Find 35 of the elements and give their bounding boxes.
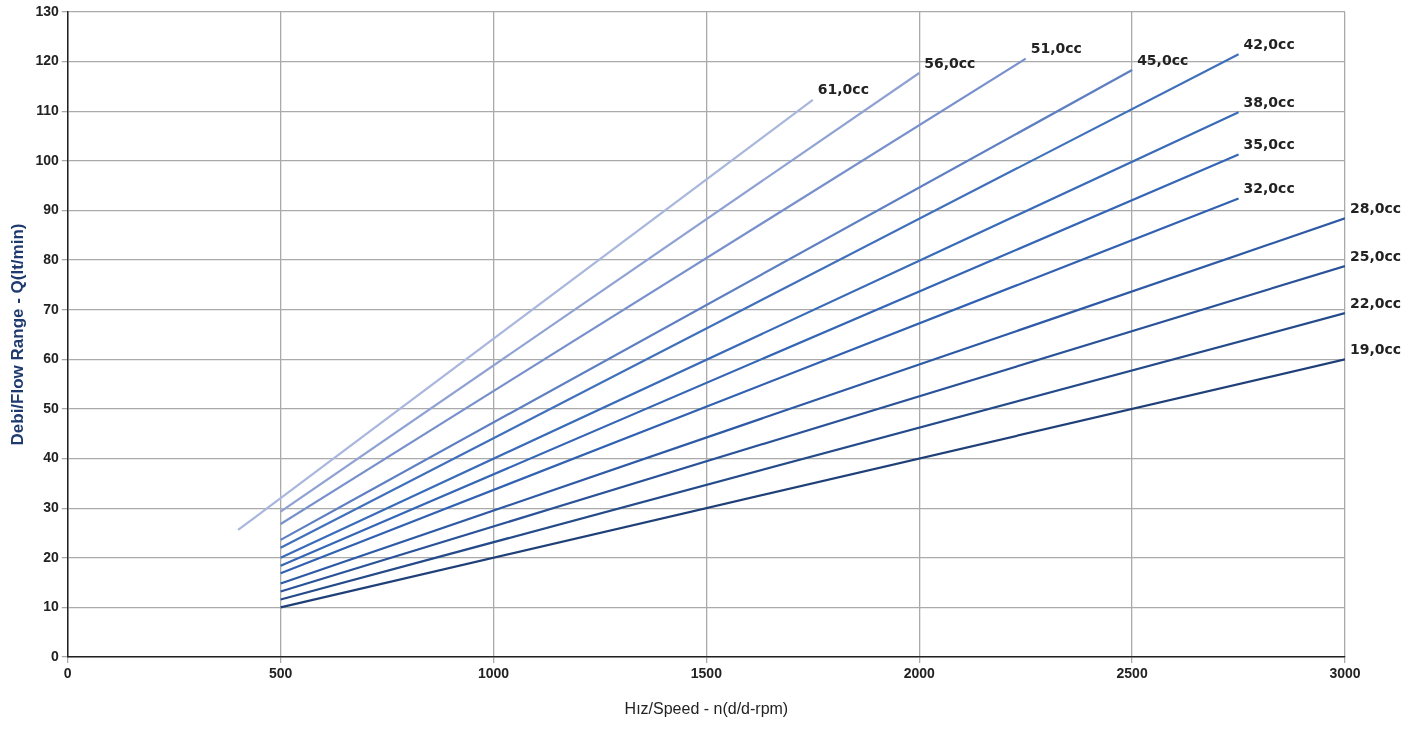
y-tick-label: 130	[35, 2, 59, 19]
y-tick-label: 10	[43, 598, 59, 615]
x-axis-title: Hız/Speed - n(d/d-rpm)	[624, 699, 789, 717]
x-tick-label: 2500	[1116, 665, 1148, 682]
series-label: 25,0cc	[1350, 247, 1402, 264]
x-tick-label: 3000	[1329, 665, 1361, 682]
y-tick-label: 70	[43, 300, 59, 317]
y-tick-label: 40	[43, 449, 59, 466]
series-label: 61,0cc	[817, 81, 869, 98]
x-tick-label: 1500	[690, 665, 723, 682]
x-tick-label: 0	[63, 665, 72, 682]
y-tick-label: 90	[43, 201, 59, 218]
y-tick-label: 50	[43, 399, 59, 416]
series-label: 45,0cc	[1137, 51, 1189, 68]
x-tick-label: 2000	[903, 665, 936, 682]
y-tick-label: 120	[35, 52, 59, 69]
y-tick-label: 30	[43, 499, 59, 516]
x-tick-label: 500	[268, 665, 293, 682]
y-tick-label: 60	[43, 350, 59, 367]
series-label: 42,0cc	[1243, 35, 1295, 52]
y-axis-title: Debi/Flow Range - Q(lt/min)	[7, 223, 27, 446]
series-label: 51,0cc	[1030, 40, 1082, 57]
y-tick-label: 80	[43, 250, 59, 267]
y-tick-label: 100	[35, 151, 59, 168]
x-tick-label: 1000	[477, 665, 510, 682]
series-label: 35,0cc	[1243, 136, 1295, 153]
series-label: 38,0cc	[1243, 93, 1295, 110]
y-tick-label: 110	[36, 102, 59, 119]
series-label: 22,0cc	[1350, 294, 1402, 311]
y-tick-label: 0	[50, 647, 59, 664]
series-label: 19,0cc	[1350, 340, 1402, 357]
series-label: 56,0cc	[924, 54, 976, 71]
y-tick-label: 20	[43, 548, 59, 565]
series-label: 32,0cc	[1243, 180, 1295, 197]
series-label: 28,0cc	[1350, 200, 1402, 217]
